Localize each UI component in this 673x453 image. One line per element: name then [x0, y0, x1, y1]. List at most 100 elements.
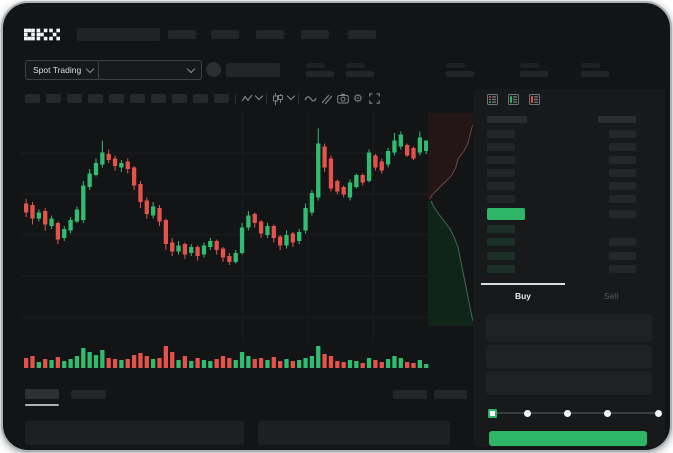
chevron-down-icon [186, 64, 196, 74]
candle-body [112, 158, 118, 166]
slider-handle[interactable] [487, 408, 497, 418]
candlestick-chart[interactable] [21, 111, 431, 343]
candle-body [303, 208, 308, 231]
orderbook-bid-price-redacted[interactable] [487, 238, 515, 247]
pair-avatar [206, 62, 221, 77]
candle-body [125, 161, 130, 169]
candle-body [246, 215, 251, 228]
slider-stop[interactable] [654, 409, 662, 417]
stat-label-redacted [346, 63, 365, 68]
slider-stop[interactable] [563, 409, 571, 417]
okx-logo[interactable] [24, 28, 60, 41]
buy-submit-button[interactable] [489, 431, 647, 446]
compare-lines-icon[interactable] [320, 93, 332, 105]
volume-bar [417, 360, 422, 368]
volume-bar [151, 359, 156, 368]
timeframe-button-redacted[interactable] [151, 94, 166, 103]
candle-body [151, 206, 156, 216]
settings-gear-icon[interactable]: ⚙ [353, 93, 363, 105]
timeframe-button-redacted[interactable] [130, 94, 145, 103]
candle-body [81, 185, 86, 220]
timeframe-button-redacted[interactable] [46, 94, 61, 103]
volume-bar [55, 357, 61, 368]
candle-style-icon[interactable] [272, 93, 284, 105]
chevron-down-icon[interactable] [286, 91, 296, 101]
candle-body [170, 242, 175, 252]
slider-stop[interactable] [523, 409, 531, 417]
bottom-tab-active-redacted[interactable] [25, 389, 59, 399]
line-tool-icon[interactable] [304, 95, 317, 103]
search-input-redacted[interactable] [77, 28, 160, 41]
orderbook-bid-price-redacted[interactable] [487, 265, 515, 274]
volume-bar [74, 356, 80, 368]
orderbook-bid-price-redacted[interactable] [487, 225, 515, 233]
nav-item-redacted[interactable] [348, 30, 376, 39]
orderbook-ask-price-redacted[interactable] [487, 169, 515, 177]
candle-body [189, 247, 194, 253]
timeframe-button-redacted[interactable] [172, 94, 187, 103]
timeframe-button-redacted[interactable] [214, 94, 229, 103]
candle-body [309, 193, 315, 213]
orderbook-bid-price-redacted[interactable] [487, 251, 515, 260]
pair-selector-dropdown[interactable] [98, 60, 202, 80]
tab-sell[interactable]: Sell [603, 291, 619, 301]
orderbook-ask-price-redacted[interactable] [487, 143, 515, 151]
nav-item-redacted[interactable] [301, 30, 329, 39]
tab-buy[interactable]: Buy [514, 291, 532, 301]
candle-body [392, 140, 397, 153]
candle-body [335, 181, 340, 192]
total-input-redacted[interactable] [486, 371, 652, 395]
toolbar-separator [266, 94, 267, 104]
book-bids-icon[interactable] [508, 94, 519, 105]
candle-body [265, 226, 270, 235]
orderbook-last-price[interactable] [487, 208, 525, 220]
book-asks-icon[interactable] [529, 94, 540, 105]
percent-slider[interactable] [490, 412, 659, 414]
price-input-redacted[interactable] [486, 314, 652, 342]
candle-body [341, 187, 346, 195]
timeframe-button-redacted[interactable] [193, 94, 208, 103]
candle-body [144, 200, 149, 214]
volume-bar [341, 362, 346, 368]
candle-body [417, 137, 422, 153]
amount-input-redacted[interactable] [486, 345, 652, 369]
fullscreen-icon[interactable] [369, 93, 380, 104]
orderbook-ask-price-redacted[interactable] [487, 195, 515, 203]
timeframe-button-redacted[interactable] [67, 94, 82, 103]
camera-icon[interactable] [337, 93, 349, 104]
orderbook-col-header-redacted [487, 116, 527, 123]
timeframe-button-redacted[interactable] [109, 94, 124, 103]
candle-body [252, 214, 257, 223]
indicator-icon[interactable] [241, 93, 254, 105]
slider-stop[interactable] [603, 409, 611, 417]
bottom-tab-right-redacted[interactable] [393, 390, 427, 399]
bottom-tab-redacted[interactable] [71, 390, 106, 399]
candle-body [195, 247, 200, 256]
market-type-label: Spot Trading [33, 65, 82, 75]
volume-bar [328, 356, 334, 368]
candle-body [284, 235, 289, 246]
candle-body [366, 152, 372, 181]
orderbook-ask-price-redacted[interactable] [487, 182, 515, 190]
volume-bar [398, 358, 403, 368]
candle-body [119, 163, 124, 168]
orderbook-amount-redacted [609, 210, 636, 218]
orderbook-ask-price-redacted[interactable] [487, 130, 515, 138]
stat-label-redacted [306, 63, 325, 68]
bottom-tab-right-redacted[interactable] [434, 390, 467, 399]
candle-body [227, 256, 232, 262]
market-type-dropdown[interactable]: Spot Trading [25, 60, 101, 80]
timeframe-button-redacted[interactable] [25, 94, 40, 103]
volume-bar [309, 356, 315, 368]
nav-item-redacted[interactable] [211, 30, 239, 39]
chevron-down-icon[interactable] [254, 91, 264, 101]
book-all-icon[interactable] [487, 94, 498, 105]
orderbook-ask-price-redacted[interactable] [487, 156, 515, 164]
candle-body [328, 158, 334, 189]
nav-item-redacted[interactable] [168, 30, 196, 39]
volume-bar [284, 359, 289, 368]
timeframe-button-redacted[interactable] [88, 94, 103, 103]
nav-item-redacted[interactable] [256, 30, 284, 39]
